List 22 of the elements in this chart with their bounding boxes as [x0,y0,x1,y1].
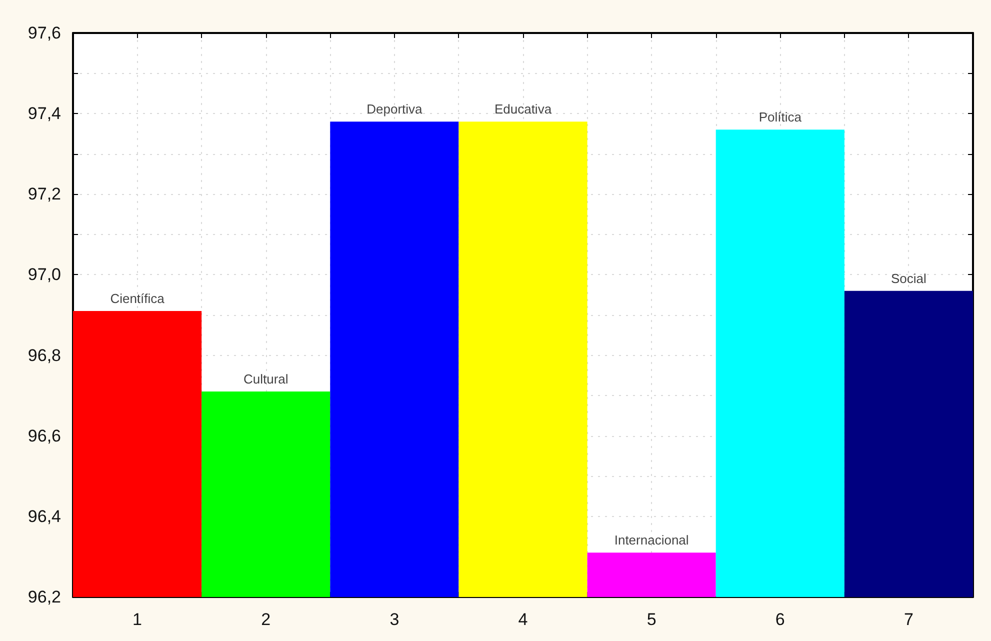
x-tick-label: 3 [390,610,400,629]
x-tick-label: 6 [775,610,785,629]
annotation: Social [891,270,927,286]
annotation: Científica [110,290,166,306]
y-tick-label: 97,2 [28,184,61,204]
annotation: Política [758,110,802,125]
annotation: Cultural [243,372,288,387]
annotation: Internacional [614,532,689,548]
annotation: Deportiva [366,102,424,117]
x-tick-label: 5 [646,610,656,629]
x-tick-label: 2 [261,610,271,629]
y-tick-label: 97,4 [28,104,61,124]
x-tick-label: 7 [904,610,914,629]
x-tick-label: 1 [132,610,142,629]
y-tick-label: 96,4 [28,506,61,526]
y-tick-label: 97,6 [28,24,61,42]
y-tick-label: 97,0 [28,265,61,284]
annotation: Educativa [494,102,552,117]
y-tick-label: 96,6 [28,426,61,446]
y-tick-label: 96,2 [28,588,61,606]
x-tick-label: 4 [518,610,528,629]
y-tick-label: 96,8 [28,346,61,365]
